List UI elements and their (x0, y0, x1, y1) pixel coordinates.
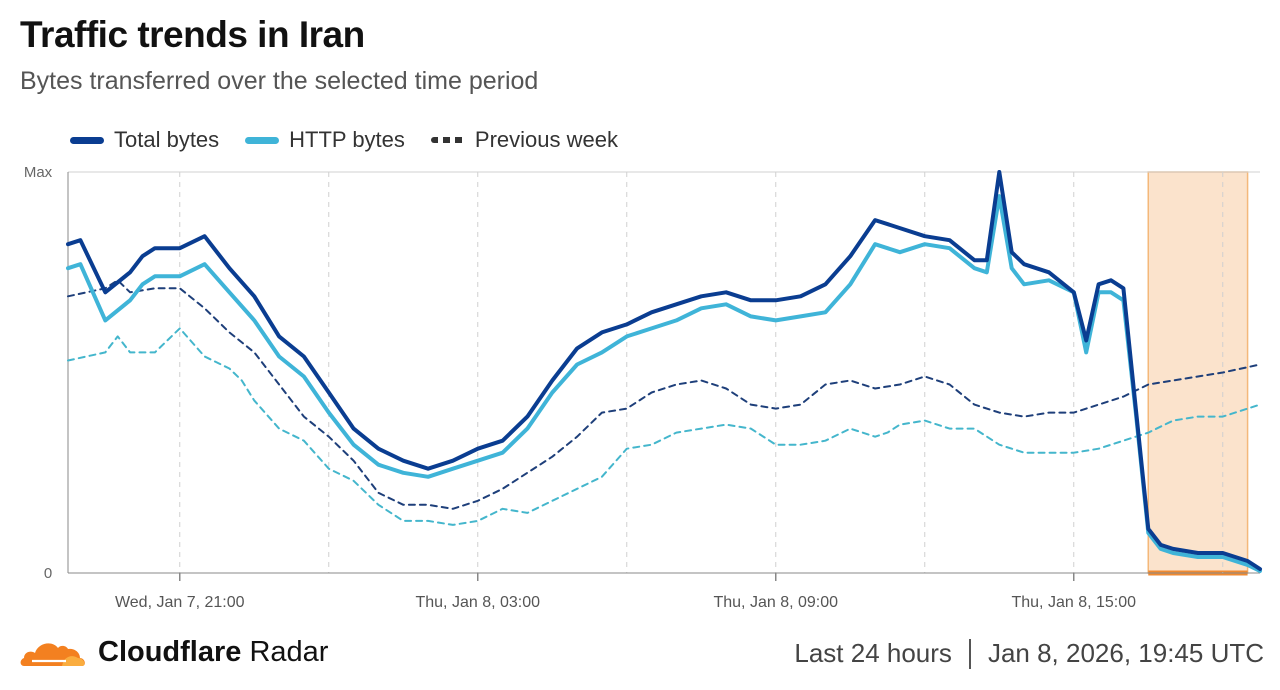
footer-meta: Last 24 hours Jan 8, 2026, 19:45 UTC (794, 638, 1264, 669)
legend-item-total[interactable]: Total bytes (70, 127, 219, 153)
cloudflare-radar-logo: Cloudflare Radar (18, 634, 328, 670)
legend-label-previous: Previous week (474, 127, 618, 152)
legend-swatch-http (245, 136, 280, 144)
series-total-bytes (66, 170, 1262, 571)
brand-product: Radar (249, 635, 329, 668)
x-tick-label-0: Wed, Jan 7, 21:00 (115, 594, 245, 611)
highlight-region (1147, 171, 1249, 574)
cloudflare-cloud-icon (20, 643, 85, 666)
x-tick-label-3: Thu, Jan 8, 15:00 (1011, 594, 1136, 611)
x-tick-label-1: Thu, Jan 8, 03:00 (415, 594, 540, 611)
chart-legend: Total bytes HTTP bytes Previous week (70, 127, 644, 153)
footer-divider (968, 638, 971, 669)
series-previous-http (67, 327, 1261, 526)
chart-subtitle: Bytes transferred over the selected time… (20, 67, 539, 95)
chart-title: Traffic trends in Iran (20, 14, 365, 55)
timestamp-label: Jan 8, 2026, 19:45 UTC (987, 638, 1264, 668)
time-period-label: Last 24 hours (794, 638, 952, 668)
x-tick-label-2: Thu, Jan 8, 09:00 (713, 594, 838, 611)
legend-item-previous[interactable]: Previous week (430, 127, 618, 153)
y-tick-label-0: 0 (44, 565, 52, 582)
series-previous-total (67, 279, 1261, 510)
legend-item-http[interactable]: HTTP bytes (245, 127, 405, 153)
series-http-bytes (66, 194, 1262, 573)
legend-swatch-total (70, 136, 104, 144)
legend-swatch-previous (430, 137, 465, 143)
brand-name: Cloudflare (98, 635, 242, 668)
y-tick-label-max: Max (24, 164, 53, 181)
legend-label-total: Total bytes (114, 127, 220, 152)
legend-label-http: HTTP bytes (289, 127, 405, 152)
